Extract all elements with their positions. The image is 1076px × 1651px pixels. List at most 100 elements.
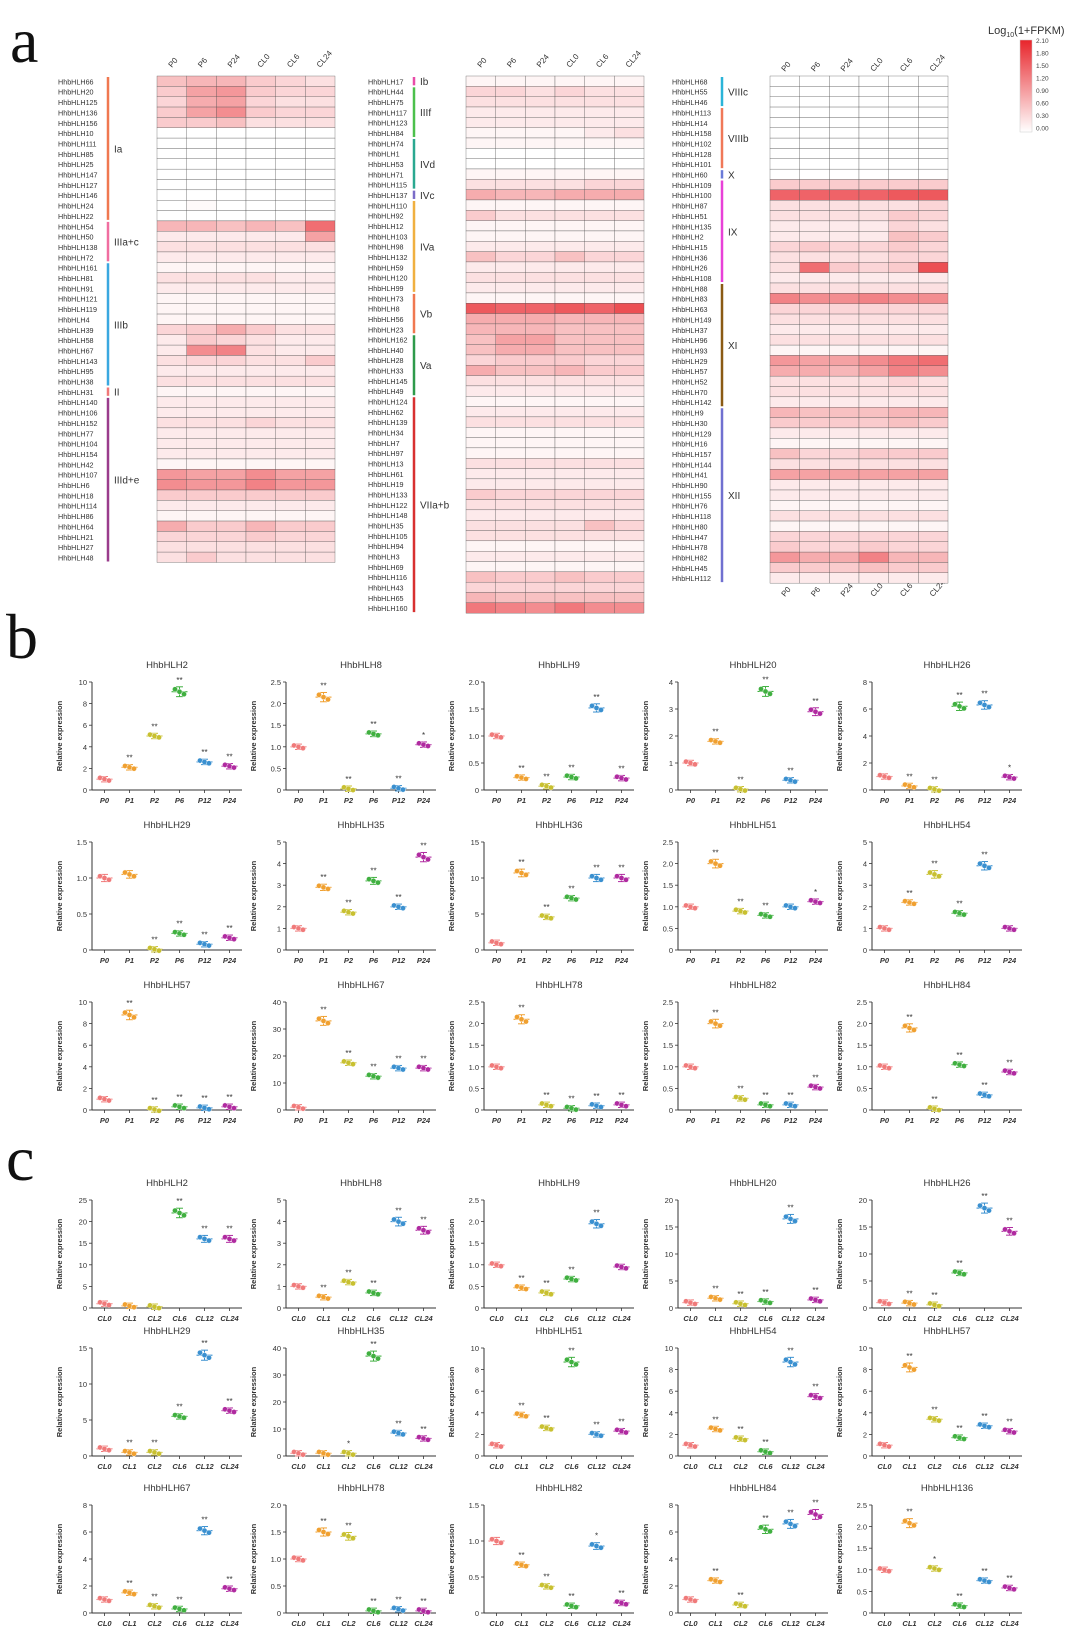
heatmap-cell [216,313,247,325]
heatmap-gene-label: HhbHLH6 [58,481,90,490]
data-point [156,1450,162,1457]
heatmap-cell [918,189,949,201]
data-point [961,1271,967,1278]
data-point [231,1237,237,1244]
y-tick-label: 3 [669,705,673,714]
heatmap-cell [554,189,585,201]
heatmap-cell [554,551,585,562]
data-point [717,1296,723,1303]
heatmap-gene-label: HhbHLH3 [368,553,400,562]
heatmap-cell [465,261,496,273]
data-point [156,1108,162,1114]
data-point [692,1065,698,1071]
data-point [320,694,327,700]
heatmap-cell [554,396,585,407]
heatmap-gene-label: HhbHLH137 [368,191,408,200]
heatmap-cell [769,75,800,87]
heatmap-gene-label: HhbHLH37 [672,326,708,335]
heatmap-cell [584,509,615,521]
y-tick-label: 20 [79,1218,87,1227]
heatmap-gene-label: HhbHLH146 [58,191,98,200]
heatmap-gene-label: HhbHLH69 [368,563,404,572]
heatmap-cell [554,96,585,108]
x-tick-label: CL1 [902,1462,916,1471]
heatmap-cell [829,231,860,242]
heatmap-cell [554,447,585,459]
heatmap-cell [584,478,615,490]
heatmap-cell [245,427,276,439]
heatmap-cell [888,355,919,366]
x-tick-label: CL24 [414,1462,433,1471]
heatmap-cell [888,448,919,460]
x-tick-label: P1 [905,956,914,965]
heatmap-cell [799,293,830,304]
heatmap-cell [829,386,860,398]
heatmap-cell [156,355,187,366]
heatmap-cell [495,468,526,480]
heatmap-cell [216,324,247,335]
x-tick-label: P24 [417,1116,431,1125]
data-point [548,915,554,922]
heatmap-cell [829,375,860,387]
heatmap-cell [829,479,860,491]
x-tick-label: P2 [930,1116,940,1125]
data-point [911,784,917,791]
heatmap-cell [769,127,800,139]
data-point [717,739,723,746]
heatmap-cell [186,127,217,139]
data-point [400,1431,406,1438]
heatmap-gene-label: HhbHLH40 [368,346,404,355]
heatmap-col-label: P24 [226,52,242,69]
chart-title: HhbHLH29 [144,1326,191,1337]
x-tick-label: P12 [198,796,212,805]
heatmap-cell [305,168,336,180]
heatmap-cell [525,334,556,345]
heatmap-gene-label: HhbHLH29 [672,357,708,366]
data-point [425,1229,431,1235]
y-tick-label: 0 [475,1304,479,1313]
heatmap-cell [275,375,306,387]
heatmap-gene-label: HhbHLH86 [58,512,94,521]
heatmap-cell [156,189,187,201]
heatmap-cell [888,220,919,232]
heatmap-cell [858,106,889,118]
significance-mark: ** [201,931,207,940]
heatmap-cell [465,303,496,314]
heatmap-cell [525,458,556,469]
x-tick-label: P6 [761,956,771,965]
heatmap-cell [554,106,585,118]
x-tick-label: CL12 [195,1314,214,1323]
heatmap-cell [305,127,336,139]
x-tick-label: CL1 [708,1314,722,1323]
heatmap-cell [614,530,645,542]
y-tick-label: 1.0 [469,1537,479,1546]
y-tick-label: 1.0 [857,1566,867,1575]
x-tick-label: P2 [542,796,552,805]
x-tick-label: P24 [1003,1116,1017,1125]
heatmap-cell [554,148,585,159]
heatmap-cell [245,541,276,553]
heatmap-group-label: XI [728,341,737,352]
x-tick-label: P0 [294,956,304,965]
heatmap-cell [888,241,919,253]
x-tick-label: CL2 [927,1619,942,1628]
x-tick-label: P1 [125,1116,134,1125]
data-point [131,1591,137,1597]
heatmap-cell [858,231,889,242]
significance-mark: * [933,1555,936,1564]
heatmap-cell [525,489,556,500]
heatmap-col-label: P6 [809,60,823,74]
heatmap-gene-label: HhbHLH123 [368,119,408,128]
y-tick-label: 0 [669,946,673,955]
heatmap-cell [769,303,800,315]
heatmap-cell [614,137,645,149]
y-tick-label: 5 [863,1277,867,1286]
data-point [1011,1429,1017,1436]
data-point [742,1437,748,1443]
heatmap-gene-label: HhbHLH88 [672,284,708,293]
heatmap-cell [584,251,615,263]
significance-mark: ** [226,1093,232,1102]
heatmap-cell [554,292,585,304]
heatmap-gene-label: HhbHLH18 [58,491,94,500]
data-point [523,872,529,878]
